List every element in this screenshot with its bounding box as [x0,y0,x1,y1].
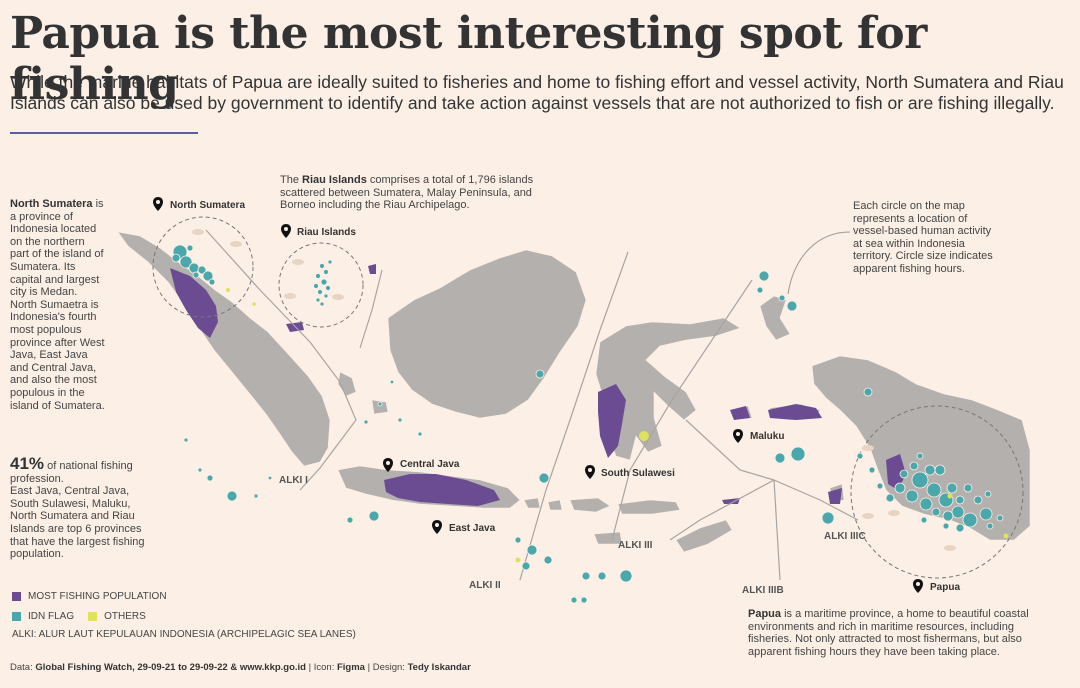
legend-swatch-purple [12,592,21,601]
region-riau-islands [368,264,376,274]
circle-note-arrow [787,231,851,295]
alki-iiic-lane [773,479,859,521]
alki-iiib-label: ALKI IIIB [742,585,784,596]
label-maluku: Maluku [750,431,785,442]
region-maluku-seram [768,404,822,420]
alki-iii-to-southwest [669,479,775,541]
region-north-sumatera [170,268,218,338]
land-sumbawa [569,497,611,513]
alki-iiic-label: ALKI IIIC [824,531,866,542]
legend-most-fishing: MOST FISHING POPULATION [12,591,167,602]
pin-south-sulawesi [585,465,595,484]
source-footer: Data: Global Fishing Watch, 29-09-21 to … [10,662,471,673]
fishing-stat-note: 41% of national fishing profession. East… [10,454,145,561]
papua-note: Papua is a maritime province, a home to … [748,608,1029,658]
region-papua-island [828,488,842,504]
pin-north-sumatera [153,197,163,216]
region-maluku-buru [730,406,750,420]
land-papua [811,355,1031,541]
land-sumatera [117,231,331,467]
title-underline [10,132,198,134]
pin-east-java [432,520,442,539]
land-lombok [547,499,563,511]
legend-swatch-yellow [88,612,98,621]
subtitle: While the marine habitats of Papua are i… [10,72,1064,113]
callout-riau [278,242,364,328]
map-pin-icon [383,458,393,472]
fish-decor [192,229,956,551]
riau-note: The Riau Islands comprises a total of 1,… [280,174,534,212]
label-south-sulawesi: South Sulawesi [601,468,675,479]
others-circles [226,288,1009,563]
region-south-sulawesi [598,384,626,458]
most-fishing-regions [170,264,906,506]
page-title: Papua is the most interesting spot for f… [10,8,927,110]
land-bali [523,497,541,509]
callout-north-sumatera [152,216,254,318]
circle-note: Each circle on the map represents a loca… [853,200,993,275]
map-pin-icon [281,224,291,238]
land-timor [675,519,733,553]
alki-ii-label: ALKI II [469,580,501,591]
stat-value: 41% [10,454,45,473]
map-pin-icon [733,429,743,443]
region-papua-west [886,454,906,490]
land-sumba [593,531,623,545]
pin-central-java [383,458,393,477]
region-central-east-java [384,474,500,506]
legend-flags: IDN FLAG OTHERS [12,611,146,622]
land-masses [117,231,1031,553]
land-kalimantan [387,249,587,419]
alki-lanes [205,229,859,581]
alki-i-lane [205,229,357,491]
land-belitung [371,399,389,415]
label-north-sumatera: North Sumatera [170,200,246,211]
callout-papua [850,405,1024,579]
pin-papua [913,579,923,598]
indonesia-map [117,216,1031,604]
map-pin-icon [913,579,923,593]
alki-iii-lane [611,279,753,541]
label-central-java: Central Java [400,459,460,470]
land-halmahera [759,295,791,341]
north-sumatera-note: North Sumatera is a province of Indonesi… [10,198,105,412]
alki-i-branch [359,269,383,349]
map-pin-icon [153,197,163,211]
idn-flag-circles [171,244,1004,604]
alki-ii-lane [519,251,629,581]
legend-alki-note: ALKI: ALUR LAUT KEPULAUAN INDONESIA (ARC… [12,629,356,640]
map-pin-icon [432,520,442,534]
region-maluku-south [722,498,740,504]
pin-riau [281,224,291,243]
label-east-java: East Java [449,523,496,534]
label-riau: Riau Islands [297,227,356,238]
map-pin-icon [585,465,595,479]
label-papua: Papua [930,582,961,593]
callout-circles [152,216,1024,579]
pin-maluku [733,429,743,448]
legend-swatch-teal [12,612,21,621]
alki-iii-label: ALKI III [618,540,653,551]
alki-i-label: ALKI I [279,475,308,486]
land-bangka [337,371,357,397]
alki-iiib-lane [685,419,781,581]
land-sulawesi [595,317,741,461]
land-flores [617,499,681,515]
